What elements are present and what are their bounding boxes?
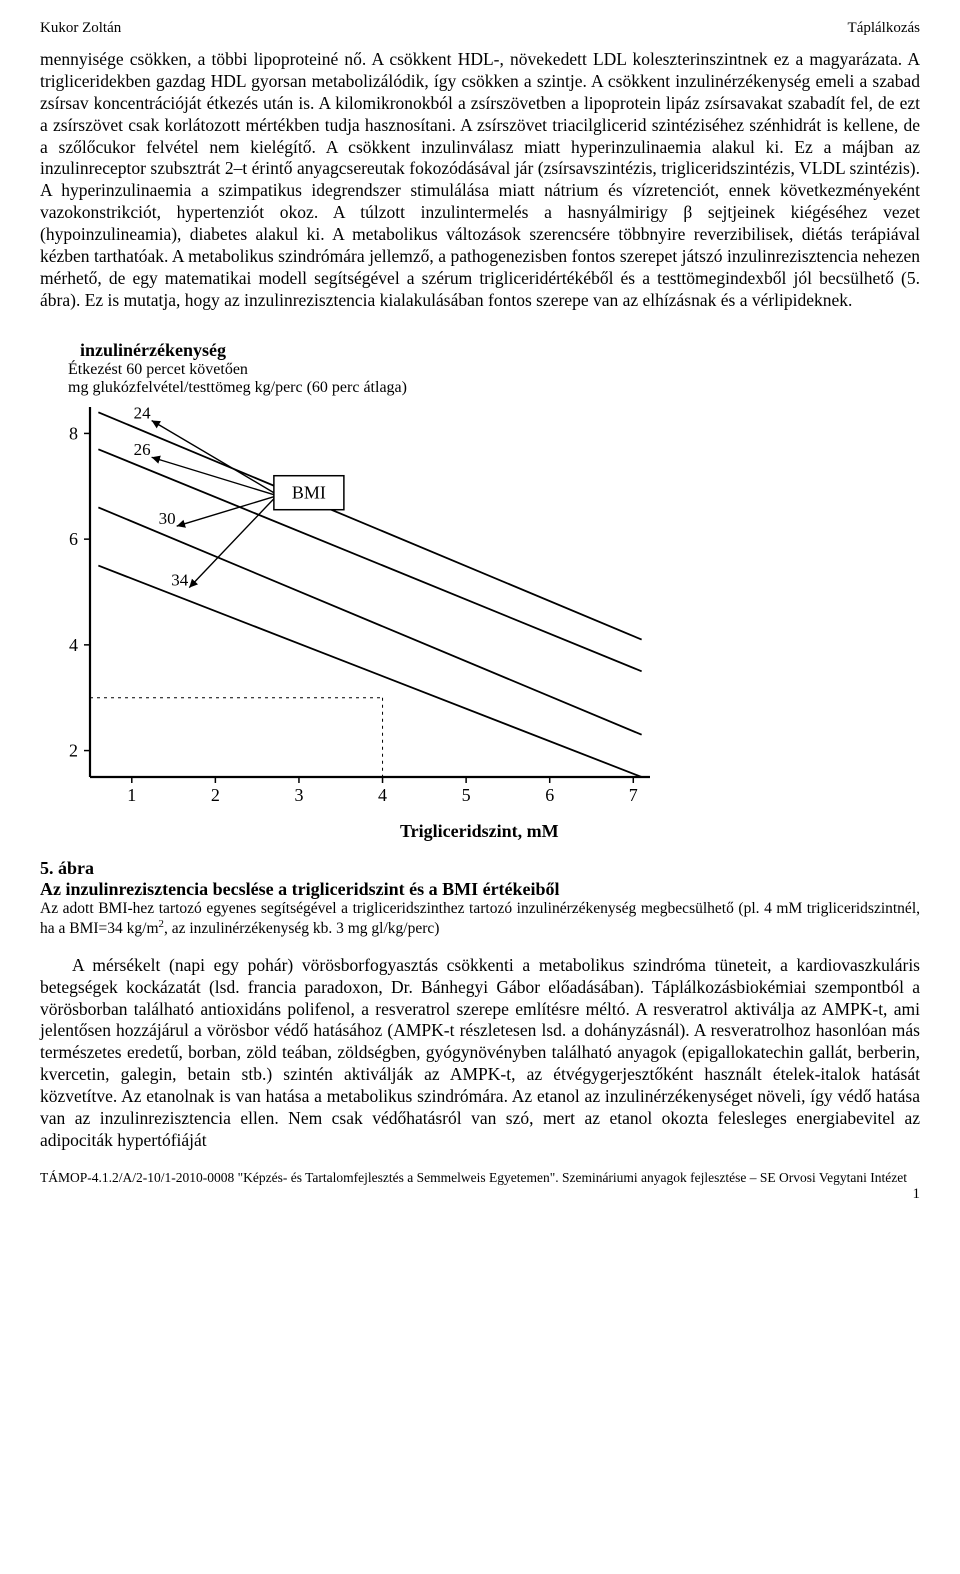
svg-text:7: 7	[629, 785, 638, 805]
svg-text:30: 30	[159, 509, 176, 528]
svg-text:26: 26	[134, 440, 151, 459]
chart-y-title: inzulinérzékenység	[80, 340, 920, 361]
figure-title: Az inzulinrezisztencia becslése a trigli…	[40, 879, 920, 900]
chart-subtitle-2: mg glukózfelvétel/testtömeg kg/perc (60 …	[68, 379, 920, 397]
svg-text:BMI: BMI	[292, 482, 326, 502]
chart-x-title: Trigliceridszint, mM	[400, 821, 920, 842]
svg-text:6: 6	[69, 529, 78, 549]
figure-caption-b: , az inzulinérzékenység kb. 3 mg gl/kg/p…	[164, 920, 439, 937]
svg-text:4: 4	[69, 634, 78, 654]
insulin-chart-block: inzulinérzékenység Étkezést 60 percet kö…	[50, 340, 920, 842]
page-footer: TÁMOP-4.1.2/A/2-10/1-2010-0008 "Képzés- …	[40, 1170, 920, 1186]
svg-text:24: 24	[134, 403, 152, 422]
svg-text:2: 2	[69, 740, 78, 760]
header-topic: Táplálkozás	[848, 20, 920, 37]
paragraph-2: A mérsékelt (napi egy pohár) vörösborfog…	[40, 955, 920, 1152]
figure-number: 5. ábra	[40, 858, 920, 879]
svg-text:3: 3	[294, 785, 303, 805]
page-number: 1	[40, 1186, 920, 1203]
footer-text: TÁMOP-4.1.2/A/2-10/1-2010-0008 "Képzés- …	[40, 1170, 907, 1185]
svg-text:6: 6	[545, 785, 554, 805]
svg-text:34: 34	[171, 570, 189, 589]
svg-text:2: 2	[211, 785, 220, 805]
svg-text:4: 4	[378, 785, 387, 805]
insulin-chart: 1234567246824263034BMI	[50, 397, 670, 817]
page-header: Kukor Zoltán Táplálkozás	[40, 20, 920, 37]
svg-text:1: 1	[127, 785, 136, 805]
svg-text:5: 5	[462, 785, 471, 805]
header-author: Kukor Zoltán	[40, 20, 121, 37]
figure-caption: Az adott BMI-hez tartozó egyenes segítsé…	[40, 900, 920, 939]
paragraph-1: mennyisége csökken, a többi lipoproteiné…	[40, 49, 920, 312]
svg-text:8: 8	[69, 423, 78, 443]
chart-subtitle-1: Étkezést 60 percet követően	[68, 361, 920, 379]
